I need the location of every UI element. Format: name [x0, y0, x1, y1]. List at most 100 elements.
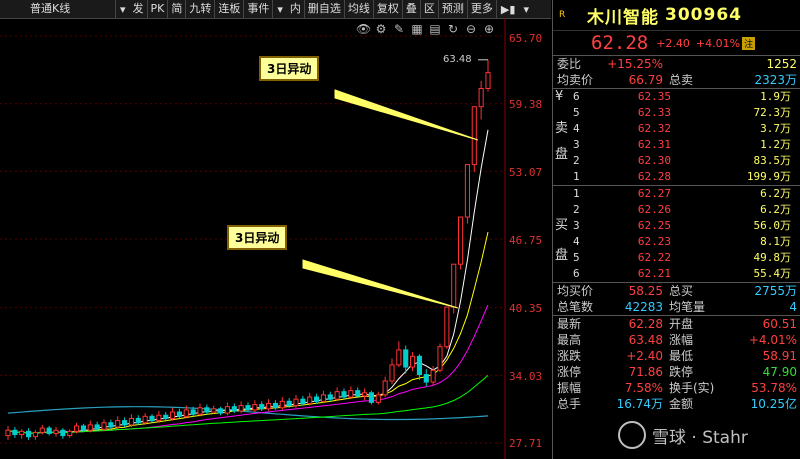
snowball-logo-icon	[618, 421, 646, 449]
candle-body	[224, 406, 230, 414]
stats-l2: 金额	[669, 397, 694, 411]
candle-body	[183, 409, 189, 417]
ma-line	[7, 129, 489, 434]
order-ratio-label: 委比	[557, 57, 582, 71]
avg-ask-label: 均卖价	[557, 73, 594, 87]
sell-level-row[interactable]: 3 62.31 1.2万	[553, 137, 800, 153]
sell-level-row[interactable]: 6 62.35 1.9万	[553, 89, 800, 105]
toolbar-item-predict[interactable]: 预测	[439, 0, 468, 18]
buy-level-row[interactable]: 5 62.22 49.8万	[553, 250, 800, 266]
toolbar-item-remove-watchlist[interactable]: 删自选	[305, 0, 345, 18]
zoom-out-icon[interactable]: ⊖	[465, 22, 477, 36]
watermark: 雪球 · Stahr	[618, 421, 748, 449]
price-tick-label: 59.38	[509, 98, 543, 111]
kline-chart-area[interactable]: 普通K线 ▾ 发 PK 简 九转 连板 事件 ▾ 内 删自选 均线 复权 叠 区…	[0, 0, 551, 459]
buysum-v1: 58.25	[628, 284, 663, 298]
buy-level-row[interactable]: 2 62.26 6.2万	[553, 202, 800, 218]
bars-icon[interactable]: ▦	[411, 22, 423, 36]
candle-body	[327, 394, 333, 400]
toolbar-item-pk[interactable]: PK	[148, 0, 169, 18]
rating-badge: R	[559, 10, 566, 20]
sell-level-row[interactable]: 2 62.30 83.5万	[553, 153, 800, 169]
annotation-3day-anomaly[interactable]: 3日异动	[227, 225, 288, 250]
sell-level-row[interactable]: 5 62.33 72.3万	[553, 105, 800, 121]
candle-body	[403, 349, 409, 368]
toolbar-item-jian[interactable]: 简	[168, 0, 187, 18]
toolbar-kline-type[interactable]: 普通K线	[0, 0, 116, 18]
candle-body	[451, 263, 457, 308]
candle-body	[156, 414, 162, 422]
candlestick-chart[interactable]	[0, 18, 551, 459]
toolbar-item-more[interactable]: 更多	[468, 0, 497, 18]
toolbar-item-fa[interactable]: 发	[130, 0, 148, 18]
play-icon[interactable]: ▶▮	[500, 2, 516, 16]
candle-body	[19, 430, 25, 436]
candle-body	[211, 408, 217, 413]
buy-level-row[interactable]: 4 62.23 8.1万	[553, 234, 800, 250]
candle-body	[170, 411, 176, 419]
price-tick-label: 53.07	[509, 166, 543, 179]
candle-body	[368, 392, 374, 403]
sell-side-label: ¥	[555, 89, 564, 104]
buy-level-row[interactable]: 3 62.25 56.0万	[553, 218, 800, 234]
chevron-down-icon[interactable]: ▾	[523, 2, 529, 16]
stats-l2: 最低	[669, 349, 694, 363]
toolbar-item-ma[interactable]: 均线	[345, 0, 374, 18]
toolbar-item-nei[interactable]: 内	[287, 0, 305, 18]
price-tick-label: 65.70	[509, 32, 543, 45]
stats-row: 振幅 7.58% 换手(实) 53.78%	[553, 380, 800, 396]
draw-icon[interactable]: ✎	[393, 22, 405, 36]
buy-level-row[interactable]: 1 62.27 6.2万	[553, 186, 800, 202]
candle-body	[341, 391, 347, 398]
quote-panel: R 木川智能 300964 62.28 +2.40 +4.01% 注 委比 +1…	[552, 0, 800, 459]
toolbar-item-adjust[interactable]: 复权	[374, 0, 403, 18]
candle-body	[32, 431, 38, 438]
toolbar-item-lianban[interactable]: 连板	[215, 0, 245, 18]
toolbar-item-range[interactable]: 区	[421, 0, 439, 18]
sell-level-row[interactable]: 1 62.28 199.9万	[553, 169, 800, 185]
dropdown-icon[interactable]: ▾	[120, 2, 126, 16]
candle-body	[163, 414, 169, 419]
toolbar-item-jiuzhuan[interactable]: 九转	[186, 0, 216, 18]
toolbar-item-events[interactable]: 事件	[244, 0, 274, 18]
stats-v1: 63.48	[628, 333, 663, 347]
buysum-v1: 42283	[624, 300, 663, 314]
buy-lv: 1	[573, 187, 580, 200]
candle-body	[231, 406, 237, 412]
sell-vol: 1.2万	[760, 138, 791, 151]
layout-icon[interactable]: ▤	[429, 22, 441, 36]
zoom-in-icon[interactable]: ⊕	[483, 22, 495, 36]
stats-v1: 62.28	[628, 317, 663, 331]
stats-l1: 振幅	[557, 381, 582, 395]
note-badge[interactable]: 注	[742, 36, 756, 50]
rotate-icon[interactable]: ↻	[447, 22, 459, 36]
buysum-v2: 2755万	[754, 284, 797, 298]
candle-body	[300, 398, 306, 404]
buy-lv: 6	[573, 267, 580, 280]
toolbar-item-overlay[interactable]: 叠	[403, 0, 421, 18]
buy-vol: 8.1万	[760, 235, 791, 248]
candle-body	[293, 398, 299, 407]
price-tick-label: 46.75	[509, 234, 543, 247]
stats-v2: 47.90	[762, 365, 797, 379]
buy-pr: 62.21	[637, 267, 671, 280]
sell-lv: 1	[573, 170, 580, 183]
stats-row: 最新 62.28 开盘 60.51	[553, 316, 800, 332]
chart-toolbar: 普通K线 ▾ 发 PK 简 九转 连板 事件 ▾ 内 删自选 均线 复权 叠 区…	[0, 0, 551, 19]
settings-icon[interactable]: ⚙	[375, 22, 387, 36]
candle-body	[375, 394, 381, 403]
stats-v2: +4.01%	[748, 333, 797, 347]
annotation-3day-anomaly[interactable]: 3日异动	[259, 56, 320, 81]
buy-level-row[interactable]: 6 62.21 55.4万	[553, 266, 800, 282]
sell-level-row[interactable]: 4 62.32 3.7万	[553, 121, 800, 137]
sell-vol: 72.3万	[753, 106, 792, 119]
candle-body	[39, 427, 45, 433]
candle-body	[238, 405, 244, 412]
buy-vol: 49.8万	[753, 251, 792, 264]
candle-body	[60, 429, 66, 437]
candle-body	[197, 407, 203, 415]
dropdown-icon[interactable]: ▾	[277, 2, 283, 16]
eye-icon[interactable]: 👁	[356, 22, 372, 36]
candle-body	[74, 425, 80, 432]
candle-body	[458, 216, 464, 265]
